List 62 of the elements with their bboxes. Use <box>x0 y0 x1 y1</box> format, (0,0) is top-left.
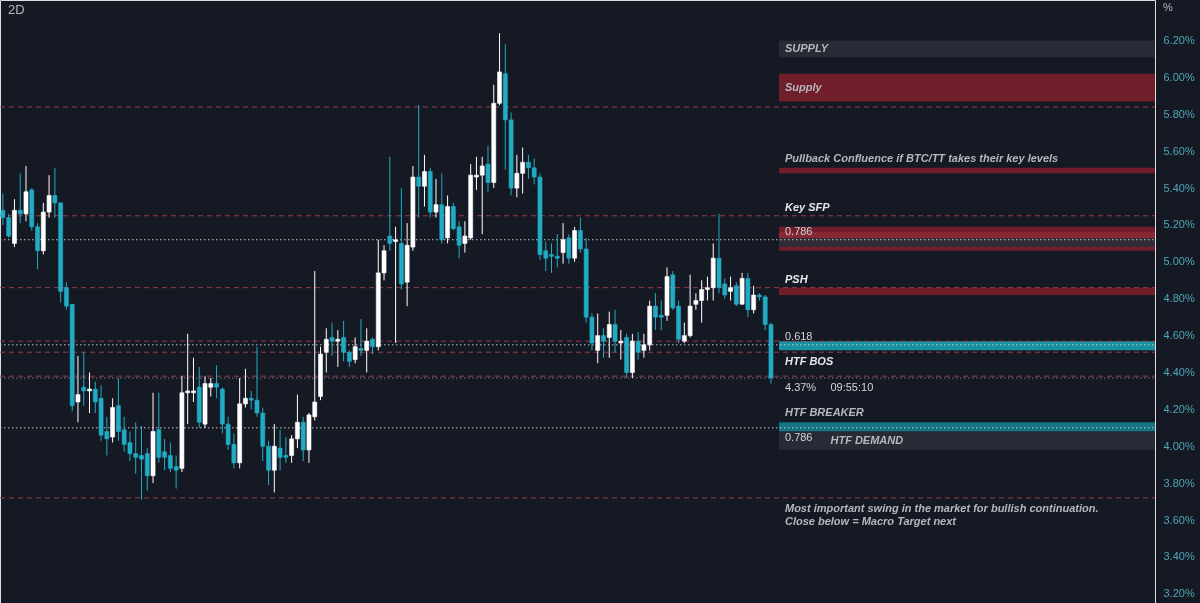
candlestick <box>323 327 329 373</box>
candlestick <box>612 309 618 353</box>
candlestick <box>416 104 422 219</box>
y-tick-label: 5.00% <box>1163 255 1195 268</box>
candlestick <box>566 233 572 265</box>
y-tick-label: 6.00% <box>1163 70 1195 83</box>
candlestick <box>560 222 566 265</box>
candlestick <box>329 322 335 357</box>
y-tick-label: 5.40% <box>1163 181 1195 194</box>
ref-line-label: HTF BOS <box>784 355 834 368</box>
candlestick <box>728 276 733 302</box>
y-tick-label: 6.20% <box>1163 34 1195 47</box>
y-tick-label: 5.80% <box>1163 107 1195 120</box>
y-tick-label: 4.60% <box>1163 329 1195 342</box>
y-tick-label: 3.80% <box>1163 476 1195 489</box>
y-tick-label: 3.20% <box>1163 587 1195 600</box>
chart-title: 2D <box>8 2 25 17</box>
annotation: 0.786 <box>784 430 813 443</box>
annotation: 09:55:10 <box>830 381 874 394</box>
y-tick-label: 5.60% <box>1163 144 1195 157</box>
candlestick <box>422 154 427 208</box>
candlestick <box>601 327 606 359</box>
band-label: SUPPLY <box>784 41 830 54</box>
ref-line-label: Key SFP <box>784 200 831 213</box>
candlestick <box>352 336 358 364</box>
ref-line-label: Most important swing in the market for bullish continuation. Close below = Macro Target next <box>784 501 1099 527</box>
candlestick <box>393 226 398 344</box>
y-tick-label: 3.60% <box>1163 513 1195 526</box>
y-tick-label: 4.40% <box>1163 366 1195 378</box>
y-tick-label: 4.00% <box>1163 439 1195 452</box>
candlestick <box>733 281 739 307</box>
candlestick <box>618 329 624 361</box>
candlestick <box>387 156 393 252</box>
candlestick <box>485 145 491 193</box>
candlestick <box>433 178 439 219</box>
y-tick-label: 5.20% <box>1163 218 1195 231</box>
annotation: 4.37% <box>784 381 817 394</box>
candlestick <box>358 318 364 357</box>
candlestick <box>17 172 23 224</box>
candlestick <box>214 364 219 399</box>
candlestick <box>81 351 87 407</box>
candlestick <box>364 327 370 373</box>
candlestick <box>271 423 277 493</box>
y-tick-label: 3.40% <box>1163 550 1195 563</box>
candlestick <box>595 312 601 364</box>
candlestick <box>606 311 612 359</box>
band-label: HTF DEMAND <box>830 433 904 446</box>
y-tick-label: 4.80% <box>1163 292 1195 305</box>
band-label: HTF BREAKER <box>784 406 864 419</box>
candlestick <box>75 355 81 423</box>
ref-line-label: PSH <box>784 272 809 285</box>
candlestick <box>635 331 641 361</box>
candlestick <box>23 165 29 222</box>
annotation: 0.786 <box>784 224 813 237</box>
band-label: Supply <box>784 80 823 93</box>
band-label: Pullback Confluence if BTC/TT takes their key levels <box>784 151 1059 164</box>
candlestick <box>751 285 756 314</box>
y-tick-label: 4.20% <box>1163 402 1195 415</box>
candlestick <box>335 329 341 368</box>
text: % <box>1163 1 1173 13</box>
annotation: 0.618 <box>784 329 813 342</box>
candlestick <box>87 372 92 414</box>
